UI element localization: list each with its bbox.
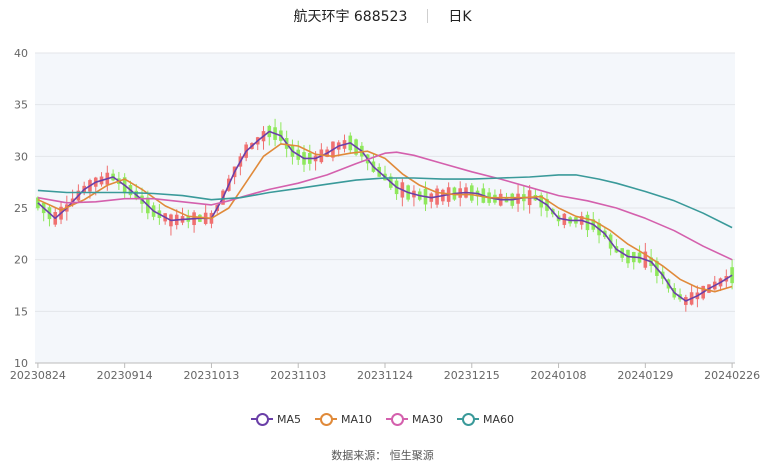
- x-tick-label: 20231215: [444, 369, 500, 382]
- x-tick-label: 20230914: [97, 369, 153, 382]
- y-tick-label: 10: [14, 357, 28, 370]
- legend-label: MA60: [483, 412, 515, 426]
- legend-label: MA5: [276, 412, 301, 426]
- x-tick-label: 20231103: [270, 369, 326, 382]
- stock-name-code: 航天环宇 688523: [293, 9, 408, 25]
- chart-header: 航天环宇 688523 日K: [0, 5, 765, 27]
- legend-item-ma60[interactable]: MA60: [457, 412, 514, 426]
- y-tick-label: 25: [14, 202, 28, 215]
- series-line-ma10: [37, 143, 733, 293]
- x-tick-label: 20230824: [10, 369, 66, 382]
- chart-legend: MA5 MA10 MA30 MA60: [0, 412, 765, 426]
- legend-swatch-icon: [457, 412, 480, 426]
- period-label: 日K: [448, 9, 472, 25]
- legend-swatch-icon: [386, 412, 408, 426]
- x-tick-label: 20231124: [357, 369, 413, 382]
- legend-item-ma30[interactable]: MA30: [386, 412, 443, 426]
- y-tick-label: 30: [14, 150, 28, 163]
- legend-swatch-icon: [314, 412, 337, 426]
- legend-label: MA30: [412, 412, 444, 426]
- y-tick-label: 15: [14, 305, 28, 318]
- legend-item-ma10[interactable]: MA10: [314, 412, 372, 426]
- y-tick-label: 40: [14, 47, 28, 60]
- series-line-ma60: [37, 174, 733, 229]
- legend-label: MA10: [340, 412, 372, 426]
- data-source: 数据来源： 恒生聚源: [331, 449, 434, 462]
- series-line-ma30: [37, 151, 733, 261]
- legend-swatch-icon: [250, 412, 273, 426]
- x-tick-label: 20240226: [704, 369, 760, 382]
- x-tick-label: 20240108: [531, 369, 587, 382]
- legend-item-ma5[interactable]: MA5: [250, 412, 301, 426]
- series-line-ma5: [37, 130, 733, 302]
- y-tick-label: 20: [14, 254, 28, 267]
- candle-body: [730, 267, 734, 284]
- x-tick-label: 20240129: [617, 369, 673, 382]
- y-tick-label: 35: [14, 99, 28, 112]
- header-divider: [427, 9, 429, 23]
- x-tick-label: 20231013: [183, 369, 239, 382]
